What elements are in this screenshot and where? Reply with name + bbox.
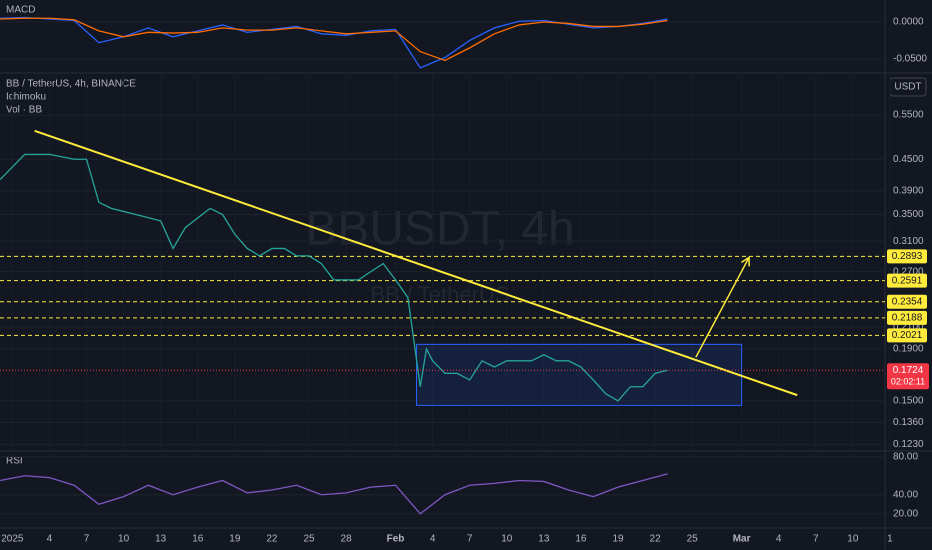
- y-tick-label: 0.1230: [893, 439, 924, 450]
- y-tick-label: 20.00: [893, 508, 918, 519]
- arrow: [695, 256, 750, 358]
- y-tick-label: 40.00: [893, 489, 918, 500]
- x-tick-label: 16: [575, 534, 587, 545]
- x-tick-label: 22: [266, 534, 278, 545]
- y-tick-label: 0.3900: [893, 185, 924, 196]
- range-box: [416, 343, 743, 406]
- x-tick-label: 10: [501, 534, 513, 545]
- level-label: 0.2893: [892, 251, 923, 262]
- x-tick-label: 1: [887, 534, 893, 545]
- x-tick-label: 22: [650, 534, 662, 545]
- last-price-box: [887, 363, 929, 390]
- level-label: 0.2591: [892, 275, 923, 286]
- level-box: [887, 273, 927, 288]
- series-line: [0, 473, 668, 515]
- level-box: [887, 249, 927, 264]
- watermark: BBUSDT, 4h: [305, 203, 574, 256]
- x-tick-label: 19: [612, 534, 624, 545]
- chart-title: BB / TetherUS, 4h, BINANCE: [6, 79, 136, 90]
- x-tick-label: 4: [430, 534, 436, 545]
- x-tick-label: 7: [813, 534, 819, 545]
- y-tick-label: 0.1900: [893, 344, 924, 355]
- level-label: 0.2021: [892, 330, 923, 341]
- level-box: [887, 294, 927, 309]
- y-tick-label: 0.1360: [893, 417, 924, 428]
- x-tick-label: 16: [192, 534, 204, 545]
- x-tick-label: 4: [776, 534, 782, 545]
- series-line: [0, 17, 668, 62]
- level-box: [887, 310, 927, 325]
- level-label: 0.2354: [892, 296, 923, 307]
- y-tick-label: 0.2100: [893, 322, 924, 333]
- y-tick-label: 80.00: [893, 451, 918, 462]
- y-tick-label: 0.3100: [893, 236, 924, 247]
- x-tick-label: 2025: [1, 534, 24, 545]
- x-tick-label: 10: [118, 534, 130, 545]
- y-tick-label: 0.3500: [893, 209, 924, 220]
- y-tick-label: 0.1500: [893, 396, 924, 407]
- x-tick-label: Mar: [733, 534, 751, 545]
- x-tick-label: 10: [847, 534, 859, 545]
- x-tick-label: 28: [341, 534, 353, 545]
- level-box: [887, 328, 927, 343]
- series-line: [0, 153, 668, 402]
- last-price-label: 0.1724: [893, 365, 924, 376]
- x-tick-label: 13: [538, 534, 550, 545]
- y-tick-label: 0.5500: [893, 110, 924, 121]
- x-tick-label: 7: [467, 534, 473, 545]
- y-tick-label: 0.2700: [893, 266, 924, 277]
- y-tick-label: 0.0000: [893, 17, 924, 28]
- indicator-label: Ichimoku: [6, 92, 46, 103]
- x-tick-label: Feb: [387, 534, 405, 545]
- x-tick-label: 25: [687, 534, 699, 545]
- x-tick-label: 13: [155, 534, 167, 545]
- level-label: 0.2188: [892, 313, 923, 324]
- x-tick-label: 25: [303, 534, 315, 545]
- pane-title: MACD: [6, 5, 35, 16]
- watermark: BB / TetherUS: [371, 282, 510, 307]
- y-tick-label: 0.4500: [893, 154, 924, 165]
- x-tick-label: 7: [84, 534, 90, 545]
- indicator-label: Vol · BB: [6, 105, 42, 116]
- y-tick-label: -0.0500: [893, 54, 927, 65]
- x-tick-label: 19: [229, 534, 241, 545]
- trendline: [34, 129, 798, 397]
- countdown: 02:02:11: [891, 377, 925, 387]
- pane-title: RSI: [6, 456, 23, 467]
- x-tick-label: 4: [47, 534, 53, 545]
- currency[interactable]: USDT: [894, 82, 921, 93]
